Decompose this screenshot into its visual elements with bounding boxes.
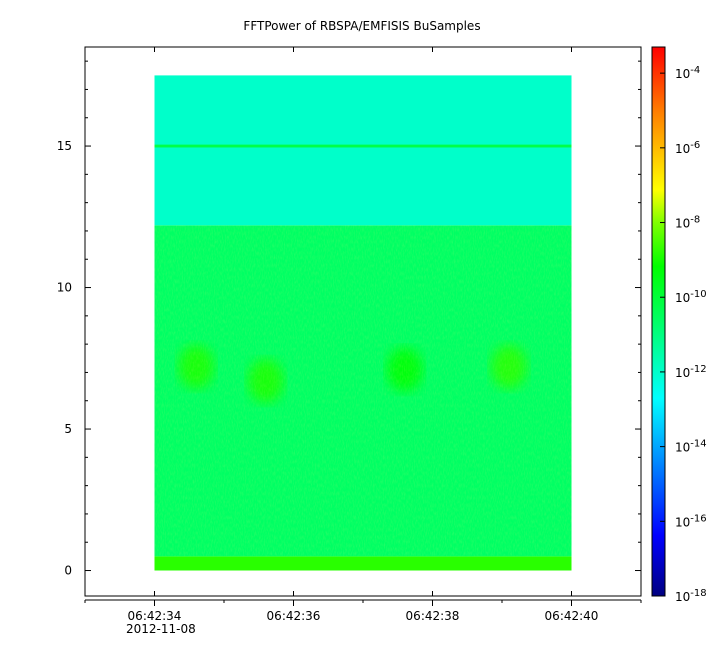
x-tick-label-0: 06:42:34 — [128, 609, 182, 623]
y-tick-label-2: 10 — [57, 281, 72, 295]
colorbar-tick-label-7: 10-4 — [675, 65, 700, 81]
colorbar-tick-label-3: 10-12 — [675, 364, 707, 380]
power-region-3 — [154, 144, 572, 148]
noise-texture — [154, 225, 572, 557]
y-axis: 0 5 10 15 — [57, 60, 641, 578]
x-axis: 06:42:34 06:42:36 06:42:38 06:42:40 — [84, 47, 642, 623]
x-tick-label-1: 06:42:36 — [267, 609, 321, 623]
y-tick-label-3: 15 — [57, 139, 72, 153]
colorbar-tick-label-2: 10-14 — [675, 439, 707, 455]
spectrogram-noise — [154, 225, 572, 557]
x-axis-date-label: 2012-11-08 — [126, 622, 196, 636]
power-region-2 — [154, 75, 572, 226]
y-tick-label-1: 5 — [64, 422, 72, 436]
colorbar-tick-label-1: 10-16 — [675, 513, 707, 529]
colorbar-tick-label-6: 10-6 — [675, 140, 700, 156]
colorbar-axis: 10-18 10-16 10-14 10-12 10-10 10-8 10-6 10-4 — [660, 65, 707, 604]
chart-title: FFTPower of RBSPA/EMFISIS BuSamples — [243, 19, 480, 33]
colorbar-tick-label-4: 10-10 — [675, 289, 707, 305]
power-region-0 — [154, 556, 572, 571]
x-tick-label-2: 06:42:38 — [406, 609, 460, 623]
colorbar — [651, 46, 666, 597]
x-tick-label-3: 06:42:40 — [545, 609, 599, 623]
colorbar-tick-label-5: 10-8 — [675, 215, 700, 231]
y-tick-label-0: 0 — [64, 564, 72, 578]
colorbar-tick-label-0: 10-18 — [675, 588, 707, 604]
